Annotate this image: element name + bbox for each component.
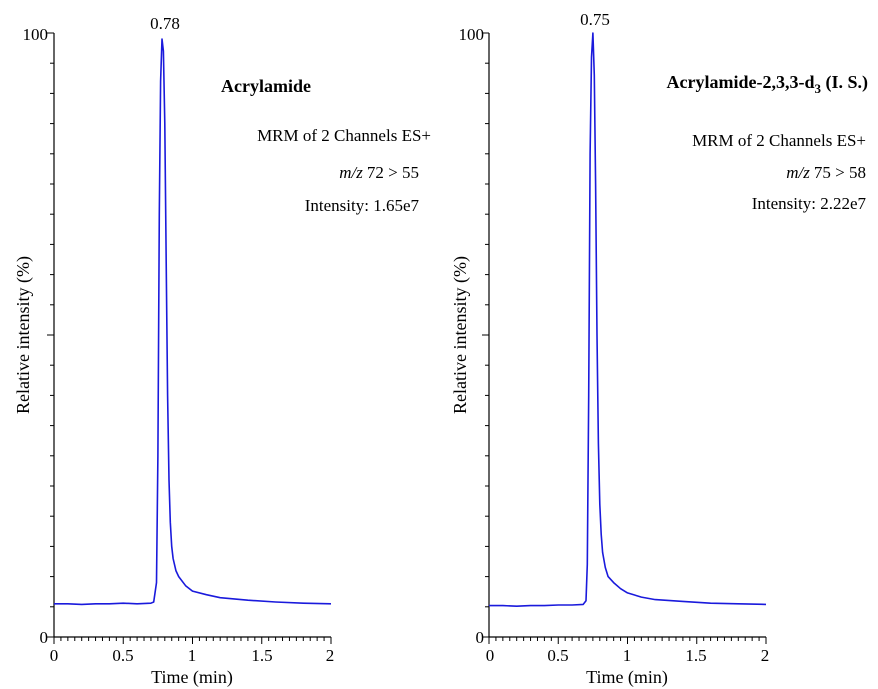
right-compound-title: Acrylamide-2,3,3-d3 (I. S.) bbox=[667, 72, 869, 96]
right-x-tick-label-0.5: 0.5 bbox=[547, 646, 568, 665]
right-series-line bbox=[489, 32, 767, 607]
right-annotation-mz: m/z 75 > 58 bbox=[786, 163, 866, 182]
right-x-tick-label-0: 0 bbox=[486, 646, 495, 665]
left-x-tick-label-0: 0 bbox=[50, 646, 59, 665]
right-y-tick-label-0: 0 bbox=[476, 628, 485, 647]
right-y-tick-label-100: 100 bbox=[459, 25, 485, 44]
left-annotation-intensity: Intensity: 1.65e7 bbox=[305, 196, 420, 215]
left-y-tick-label-0: 0 bbox=[40, 628, 49, 647]
right-x-tick-label-2: 2 bbox=[761, 646, 770, 665]
left-minor-ticks bbox=[47, 32, 332, 644]
right-y-axis-label: Relative intensity (%) bbox=[450, 256, 471, 414]
left-peak-label: 0.78 bbox=[150, 14, 180, 33]
left-x-tick-label-1: 1 bbox=[188, 646, 197, 665]
right-annotation-mrm: MRM of 2 Channels ES+ bbox=[692, 131, 866, 150]
right-x-tick-label-1.5: 1.5 bbox=[685, 646, 706, 665]
left-annotation-mrm: MRM of 2 Channels ES+ bbox=[257, 126, 431, 145]
left-compound-title: Acrylamide bbox=[221, 76, 311, 96]
left-x-tick-label-0.5: 0.5 bbox=[112, 646, 133, 665]
left-series-line bbox=[54, 38, 332, 606]
right-peak-label: 0.75 bbox=[580, 10, 610, 29]
right-compound-subscript: 3 bbox=[814, 81, 821, 96]
left-y-tick-label-100: 100 bbox=[23, 25, 49, 44]
left-x-tick-label-2: 2 bbox=[326, 646, 335, 665]
right-panel: 100 0 0 0.5 1 1.5 2 Time (min) Relative … bbox=[450, 10, 868, 688]
right-x-tick-label-1: 1 bbox=[623, 646, 632, 665]
left-x-tick-label-1.5: 1.5 bbox=[251, 646, 272, 665]
left-x-axis-label: Time (min) bbox=[151, 667, 233, 688]
right-minor-ticks bbox=[482, 32, 767, 644]
right-mz-prefix: m/z bbox=[786, 163, 810, 182]
left-annotation-mz: m/z 72 > 55 bbox=[339, 163, 419, 182]
left-y-axis-label: Relative intensity (%) bbox=[13, 256, 34, 414]
left-mz-prefix: m/z bbox=[339, 163, 363, 182]
right-x-axis-label: Time (min) bbox=[586, 667, 668, 688]
left-panel: 100 0 0 0.5 1 1.5 2 Time (min) Relative … bbox=[13, 14, 431, 688]
right-annotation-intensity: Intensity: 2.22e7 bbox=[752, 194, 867, 213]
